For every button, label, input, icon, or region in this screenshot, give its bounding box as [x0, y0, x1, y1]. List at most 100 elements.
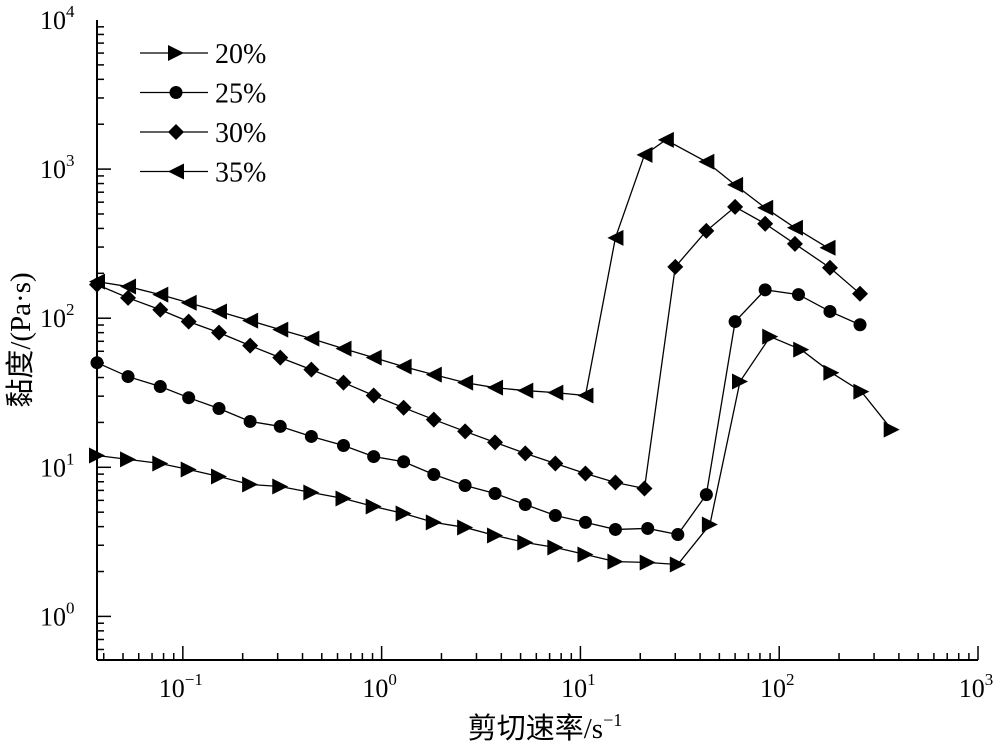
marker-circle: [578, 515, 592, 529]
marker-diamond: [698, 222, 715, 239]
x-tick-label: 103: [959, 670, 994, 703]
marker-diamond: [607, 474, 624, 491]
marker-triangle-left: [272, 321, 289, 338]
marker-diamond: [242, 337, 259, 354]
series-line: [96, 206, 861, 490]
series-35pct: [89, 131, 836, 404]
marker-diamond: [727, 198, 744, 215]
marker-triangle-right: [577, 546, 594, 563]
marker-triangle-right: [669, 556, 686, 573]
legend-item: 30%: [140, 118, 266, 149]
marker-triangle-left: [365, 349, 382, 366]
marker-circle: [671, 528, 685, 542]
marker-circle: [758, 283, 772, 297]
series-line: [96, 139, 828, 397]
marker-triangle-left: [727, 176, 744, 193]
marker-diamond: [547, 455, 564, 472]
marker-triangle-left: [335, 340, 352, 357]
marker-triangle-left: [395, 358, 412, 375]
y-tick-label: 101: [40, 449, 75, 482]
marker-circle: [853, 318, 867, 332]
marker-diamond: [757, 215, 774, 232]
marker-triangle-right: [180, 461, 197, 478]
marker-triangle-right: [152, 455, 169, 472]
marker-triangle-right: [639, 554, 656, 571]
x-axis-title-sup: −1: [603, 710, 622, 730]
series-20pct: [89, 328, 900, 573]
x-tick-label-exp: 0: [388, 670, 397, 689]
marker-diamond: [272, 349, 289, 366]
marker-triangle-right: [762, 328, 779, 345]
x-tick-label: 101: [561, 670, 596, 703]
legend: 20% 25% 30% 35%: [140, 39, 266, 189]
marker-circle: [304, 429, 318, 443]
marker-diamond: [152, 301, 169, 318]
marker-diamond: [425, 411, 442, 428]
x-tick-label-base: 10: [959, 674, 985, 703]
marker-circle: [367, 450, 381, 464]
marker-triangle-left: [457, 374, 474, 391]
x-tick-label-base: 10: [159, 674, 185, 703]
y-tick-label: 102: [40, 300, 75, 333]
marker-diamond: [517, 445, 534, 462]
marker-circle: [121, 370, 135, 384]
y-tick-label: 103: [40, 151, 75, 184]
marker-circle: [641, 521, 655, 535]
x-tick-label-exp: −1: [185, 670, 203, 689]
marker-triangle-right: [793, 341, 810, 358]
marker-diamond: [335, 374, 352, 391]
marker-triangle-left: [786, 219, 803, 236]
marker-triangle-right: [607, 553, 624, 570]
marker-triangle-left: [487, 379, 504, 396]
marker-triangle-right: [547, 539, 564, 556]
marker-circle: [243, 414, 257, 428]
marker-diamond: [168, 124, 184, 140]
x-axis-title: 剪切速率/s−1: [468, 710, 623, 745]
legend-item: 25%: [140, 79, 266, 110]
y-tick-label-exp: 3: [66, 151, 75, 170]
marker-circle: [212, 401, 226, 415]
marker-triangle-left: [210, 303, 227, 320]
marker-triangle-right: [210, 468, 227, 485]
y-tick-label-exp: 0: [66, 598, 75, 617]
marker-triangle-left: [152, 286, 169, 303]
marker-triangle-right: [457, 519, 474, 536]
marker-diamond: [120, 289, 137, 306]
marker-circle: [397, 455, 411, 469]
marker-circle: [728, 315, 742, 329]
y-axis-title: 黏度/(Pa·s): [4, 272, 37, 407]
marker-circle: [608, 522, 622, 536]
x-tick-label-exp: 2: [786, 670, 795, 689]
marker-triangle-left: [242, 312, 259, 329]
x-tick-label: 10−1: [159, 670, 203, 703]
marker-triangle-right: [487, 527, 504, 544]
series-30pct: [89, 198, 869, 497]
marker-triangle-left: [757, 199, 774, 216]
y-tick-label: 100: [40, 598, 75, 631]
x-tick-label: 102: [760, 670, 795, 703]
marker-circle: [518, 497, 532, 511]
marker-triangle-left: [547, 384, 564, 401]
marker-diamond: [180, 313, 197, 330]
marker-diamond: [786, 235, 803, 252]
marker-circle: [182, 391, 196, 405]
marker-circle: [337, 439, 351, 453]
marker-triangle-right: [168, 45, 184, 61]
marker-circle: [153, 380, 167, 394]
marker-triangle-left: [180, 294, 197, 311]
marker-triangle-left: [517, 382, 534, 399]
marker-circle: [823, 304, 837, 318]
marker-diamond: [487, 434, 504, 451]
marker-diamond: [667, 258, 684, 275]
marker-triangle-right: [242, 476, 259, 493]
marker-triangle-left: [577, 387, 594, 404]
x-tick-label-base: 10: [760, 674, 786, 703]
marker-diamond: [821, 259, 838, 276]
x-tick-label: 100: [362, 670, 397, 703]
marker-circle: [791, 288, 805, 302]
marker-triangle-right: [395, 505, 412, 522]
marker-diamond: [636, 480, 653, 497]
marker-triangle-left: [168, 163, 184, 180]
